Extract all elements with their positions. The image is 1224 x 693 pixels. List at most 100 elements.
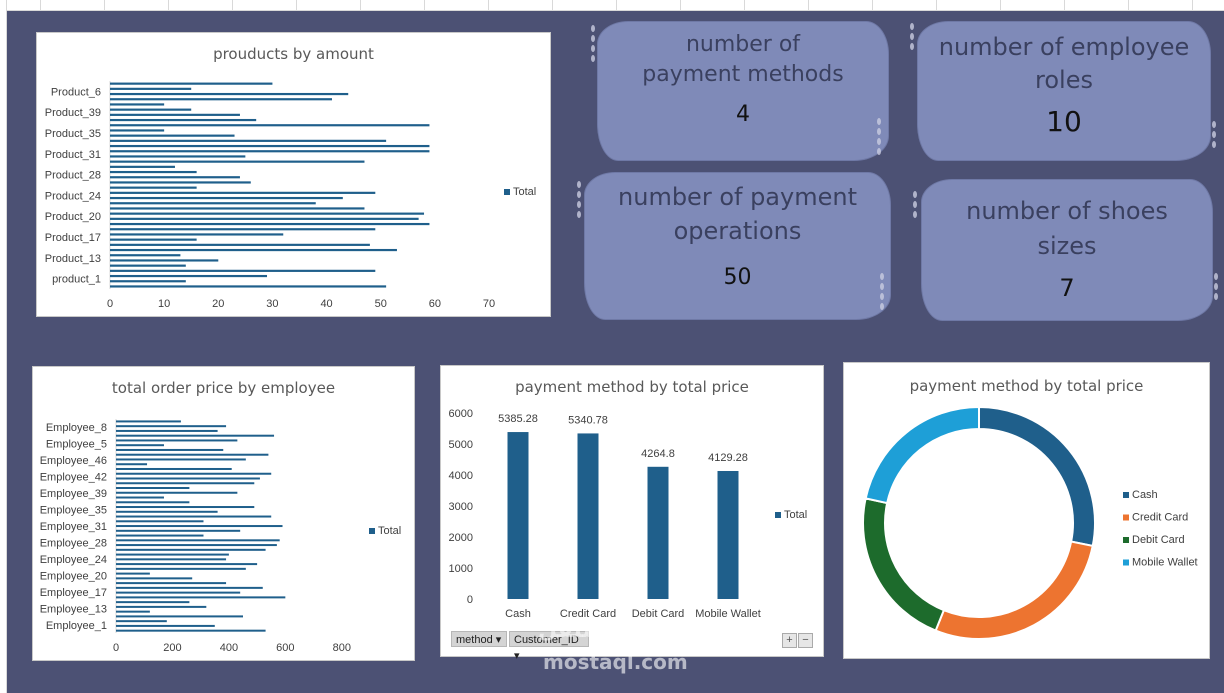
- bar: [110, 155, 246, 158]
- y-tick-label: Employee_17: [40, 587, 107, 599]
- bar: [110, 92, 349, 96]
- bar: [110, 118, 257, 122]
- bar: [110, 186, 197, 189]
- bar: [116, 563, 258, 566]
- bar: [110, 165, 175, 168]
- y-tick-label: Product_17: [45, 232, 101, 244]
- bar: [116, 525, 283, 528]
- watermark-arabic: مستقل: [538, 618, 619, 643]
- bar: [110, 207, 365, 210]
- x-tick-label: 50: [375, 298, 387, 310]
- legend-label: Total: [784, 509, 807, 521]
- bar: [116, 458, 246, 461]
- bar: [116, 448, 224, 451]
- products-chart: Product_6 Product_39 Product_35 Product_31 P…: [45, 81, 536, 310]
- bar: [110, 254, 181, 257]
- bar: [110, 264, 186, 267]
- payment-donut-chart-panel[interactable]: payment method by total price Cash Credit…: [843, 362, 1210, 659]
- bar: [110, 269, 376, 272]
- bar: [110, 243, 370, 246]
- grid-line: [936, 0, 937, 10]
- decorative-dots: [908, 188, 922, 221]
- legend-label: Credit Card: [1132, 512, 1188, 524]
- y-tick-label: Product_24: [45, 190, 101, 202]
- legend-swatch: [775, 512, 781, 518]
- kpi-card-shape: [918, 22, 1210, 160]
- grid-line: [616, 0, 617, 10]
- legend-swatch: [1123, 514, 1129, 521]
- bar: [507, 432, 529, 599]
- bar: [110, 134, 235, 137]
- donut-slice: [934, 540, 1094, 640]
- y-tick-label: Product_35: [45, 128, 101, 140]
- y-tick-label: Product_6: [51, 86, 101, 98]
- y-tick-label: Employee_35: [40, 505, 107, 517]
- bar: [116, 429, 218, 432]
- grid-line: [552, 0, 553, 10]
- y-tick-label: Employee_1: [46, 620, 107, 632]
- legend-label: Total: [513, 186, 536, 198]
- x-tick-label: 400: [220, 642, 238, 654]
- grid-line: [680, 0, 681, 10]
- bar: [116, 434, 275, 437]
- bar: [110, 280, 186, 283]
- bar: [116, 586, 263, 589]
- collapse-button[interactable]: −: [798, 633, 813, 648]
- bar: [110, 222, 430, 226]
- grid-line: [40, 0, 41, 10]
- bar: [116, 601, 190, 604]
- bar: [116, 544, 277, 547]
- decorative-dots: [586, 22, 600, 65]
- legend-swatch: [1123, 559, 1129, 566]
- products-chart-title: prouducts by amount: [213, 45, 374, 63]
- bar: [116, 487, 190, 490]
- kpi-card-payment-operations[interactable]: number of payment operations 50: [585, 173, 890, 319]
- kpi-value: 4: [736, 102, 750, 127]
- kpi-card-payment-methods[interactable]: number of payment methods 4: [598, 22, 888, 160]
- data-label: 5340.78: [568, 414, 608, 426]
- grid-line: [232, 0, 233, 10]
- bar: [116, 582, 227, 585]
- bar: [116, 506, 255, 509]
- method-filter-button[interactable]: method ▾: [451, 631, 507, 647]
- customer-id-filter-button[interactable]: Customer_ID ▾: [509, 631, 589, 662]
- grid-line: [1128, 0, 1129, 10]
- legend-label: Total: [378, 525, 401, 537]
- kpi-label: number of shoes sizes: [966, 197, 1168, 260]
- bar: [116, 591, 241, 594]
- products-chart-panel[interactable]: prouducts by amount Product_6 Product_39 P…: [36, 32, 551, 317]
- y-tick-label: 0: [467, 594, 473, 606]
- bar: [110, 238, 197, 241]
- x-tick-label: Cash: [505, 608, 531, 620]
- bar: [110, 139, 387, 142]
- bar: [110, 274, 268, 278]
- kpi-card-shoe-sizes[interactable]: number of shoes sizes 7: [922, 180, 1212, 320]
- kpi-label: number of payment methods: [642, 32, 844, 87]
- decorative-dots: [1207, 118, 1221, 151]
- bar: [116, 515, 272, 518]
- bar: [116, 605, 207, 608]
- kpi-card-employee-roles[interactable]: number of employee roles 10: [918, 22, 1210, 160]
- bar: [116, 539, 280, 542]
- bar: [110, 233, 284, 236]
- y-tick-label: Employee_24: [40, 554, 107, 566]
- y-tick-label: Product_20: [45, 211, 101, 223]
- bar: [116, 491, 238, 494]
- decorative-dots: [872, 115, 886, 158]
- bar: [110, 228, 376, 231]
- employee-chart-panel[interactable]: total order price by employee Employee_8…: [32, 366, 415, 661]
- legend-swatch: [1123, 537, 1129, 543]
- bar: [110, 98, 332, 101]
- x-tick-label: 40: [320, 298, 332, 310]
- y-tick-label: product_1: [52, 274, 101, 286]
- payment-bar-chart-panel[interactable]: payment method by total price 6000 5000 40…: [440, 365, 824, 662]
- expand-button[interactable]: +: [782, 633, 797, 648]
- y-tick-label: Employee_5: [46, 439, 107, 451]
- grid-line: [104, 0, 105, 10]
- bar: [116, 444, 164, 447]
- bar: [116, 610, 150, 613]
- bar: [110, 150, 430, 153]
- kpi-value: 7: [1059, 274, 1075, 302]
- y-tick-label: Employee_20: [40, 570, 107, 582]
- bar: [110, 259, 219, 262]
